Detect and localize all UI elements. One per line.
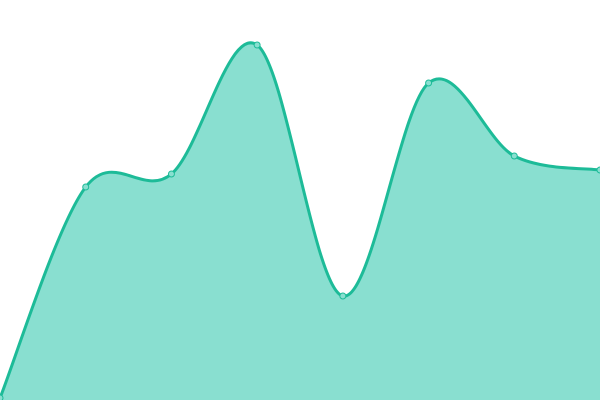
data-point-4 [339, 292, 347, 300]
data-point-1 [82, 183, 90, 191]
data-point-7 [596, 166, 600, 174]
data-point-0 [0, 394, 4, 400]
data-point-3 [253, 41, 261, 49]
data-point-2 [167, 170, 175, 178]
data-point-5 [425, 79, 433, 87]
data-point-6 [510, 152, 518, 160]
area-fill [0, 42, 600, 400]
data-markers [0, 41, 600, 400]
